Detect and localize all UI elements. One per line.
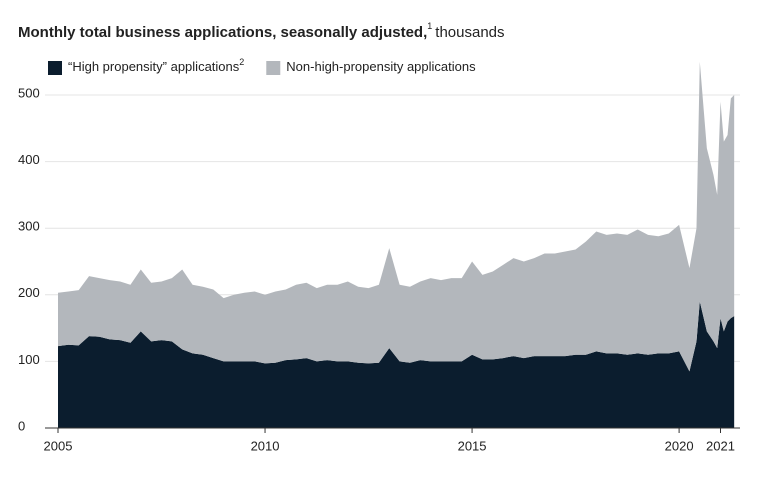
area xyxy=(58,61,735,372)
y-tick-label: 100 xyxy=(18,352,40,367)
x-tick-label: 2020 xyxy=(665,438,694,453)
legend-entry: Non-high-propensity applications xyxy=(286,59,476,74)
legend-swatch xyxy=(266,61,281,75)
legend-swatch xyxy=(48,61,62,75)
chart-title-group: Monthly total business applications, sea… xyxy=(18,21,505,41)
y-tick-label: 400 xyxy=(18,152,40,167)
legend-label: Non-high-propensity applications xyxy=(286,59,476,74)
y-tick-label: 0 xyxy=(18,418,25,433)
x-tick-label: 2021 xyxy=(706,438,735,453)
legend-note: 2 xyxy=(239,57,244,67)
title-unit: thousands xyxy=(435,24,504,41)
title-note: 1 xyxy=(427,21,432,31)
legend-entry: “High propensity” applications2 xyxy=(68,57,244,74)
y-tick-label: 500 xyxy=(18,85,40,100)
x-tick-label: 2010 xyxy=(251,438,280,453)
y-tick-label: 200 xyxy=(18,285,40,300)
area xyxy=(58,301,735,428)
y-tick-label: 300 xyxy=(18,219,40,234)
chart-title: Monthly total business applications, sea… xyxy=(18,24,427,41)
x-tick-label: 2015 xyxy=(458,438,487,453)
legend-label: “High propensity” applications xyxy=(68,59,240,74)
x-tick-label: 2005 xyxy=(44,438,73,453)
